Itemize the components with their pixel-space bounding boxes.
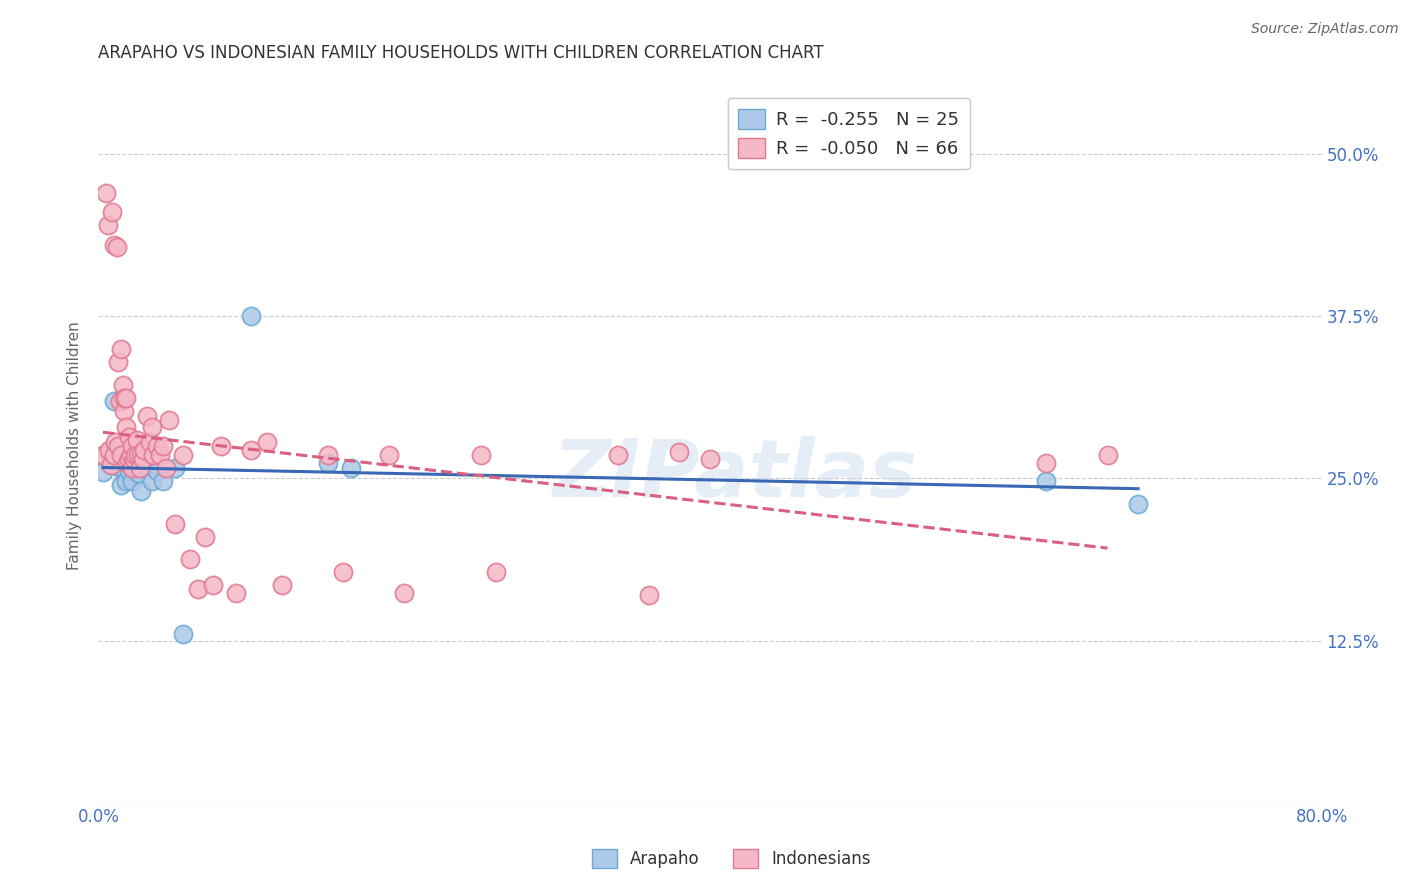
Point	[118, 430, 141, 444]
Point	[316, 456, 339, 470]
Point	[163, 516, 186, 531]
Point	[152, 439, 174, 453]
Point	[110, 478, 132, 492]
Point	[103, 393, 125, 408]
Point	[111, 378, 134, 392]
Y-axis label: Family Households with Children: Family Households with Children	[67, 322, 83, 570]
Point	[470, 448, 492, 462]
Point	[112, 404, 135, 418]
Text: ZIPatlas: ZIPatlas	[553, 435, 917, 514]
Point	[256, 435, 278, 450]
Point	[103, 448, 125, 462]
Point	[149, 448, 172, 462]
Point	[94, 186, 117, 200]
Point	[139, 435, 162, 450]
Point	[111, 461, 134, 475]
Point	[163, 461, 186, 475]
Point	[225, 585, 247, 599]
Text: Source: ZipAtlas.com: Source: ZipAtlas.com	[1251, 22, 1399, 37]
Point	[141, 474, 163, 488]
Point	[141, 419, 163, 434]
Point	[316, 448, 339, 462]
Point	[115, 391, 138, 405]
Point	[121, 439, 143, 453]
Point	[332, 565, 354, 579]
Point	[122, 452, 145, 467]
Point	[142, 448, 165, 462]
Point	[145, 439, 167, 453]
Point	[124, 448, 146, 462]
Point	[699, 452, 721, 467]
Point	[115, 474, 138, 488]
Point	[668, 445, 690, 459]
Point	[101, 205, 124, 219]
Point	[117, 456, 139, 470]
Point	[129, 484, 152, 499]
Point	[1035, 456, 1057, 470]
Point	[378, 448, 401, 462]
Point	[97, 219, 120, 233]
Point	[134, 458, 156, 473]
Point	[127, 467, 149, 481]
Point	[132, 452, 155, 467]
Legend: R =  -0.255   N = 25, R =  -0.050   N = 66: R = -0.255 N = 25, R = -0.050 N = 66	[727, 98, 970, 169]
Point	[136, 409, 159, 424]
Point	[112, 391, 135, 405]
Point	[107, 354, 129, 368]
Point	[128, 461, 150, 475]
Point	[145, 464, 167, 478]
Point	[607, 448, 630, 462]
Point	[121, 474, 143, 488]
Point	[187, 582, 209, 596]
Legend: Arapaho, Indonesians: Arapaho, Indonesians	[585, 843, 877, 875]
Point	[270, 578, 292, 592]
Point	[172, 627, 194, 641]
Point	[152, 474, 174, 488]
Point	[105, 240, 128, 254]
Point	[637, 588, 661, 602]
Point	[134, 442, 156, 457]
Point	[1097, 448, 1119, 462]
Point	[194, 530, 217, 544]
Text: ARAPAHO VS INDONESIAN FAMILY HOUSEHOLDS WITH CHILDREN CORRELATION CHART: ARAPAHO VS INDONESIAN FAMILY HOUSEHOLDS …	[98, 45, 824, 62]
Point	[97, 445, 120, 459]
Point	[485, 565, 508, 579]
Point	[127, 448, 149, 462]
Point	[172, 448, 194, 462]
Point	[240, 310, 263, 324]
Point	[1035, 474, 1057, 488]
Point	[118, 464, 141, 478]
Point	[125, 433, 148, 447]
Point	[107, 439, 129, 453]
Point	[108, 393, 131, 408]
Point	[105, 448, 128, 462]
Point	[392, 585, 416, 599]
Point	[129, 448, 152, 462]
Point	[110, 342, 132, 356]
Point	[240, 442, 263, 457]
Point	[339, 461, 361, 475]
Point	[209, 439, 232, 453]
Point	[120, 448, 142, 462]
Point	[121, 461, 143, 475]
Point	[1128, 497, 1150, 511]
Point	[124, 456, 146, 470]
Point	[110, 448, 132, 462]
Point	[179, 552, 201, 566]
Point	[100, 458, 122, 473]
Point	[100, 452, 122, 467]
Point	[118, 452, 141, 467]
Point	[104, 435, 127, 450]
Point	[91, 465, 114, 479]
Point	[98, 442, 121, 457]
Point	[103, 238, 125, 252]
Point	[91, 448, 114, 462]
Point	[157, 413, 180, 427]
Point	[115, 419, 138, 434]
Point	[108, 461, 131, 475]
Point	[202, 578, 225, 592]
Point	[155, 461, 177, 475]
